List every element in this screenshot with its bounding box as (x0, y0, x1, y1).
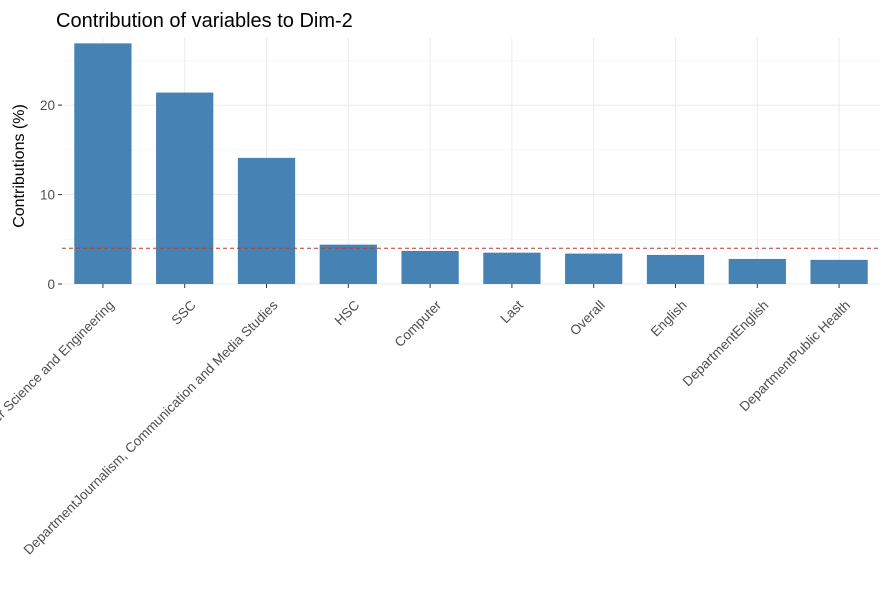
y-tick-label: 20 (40, 98, 55, 113)
x-tick-label: HSC (332, 297, 363, 328)
y-axis: 0 10 20 (40, 98, 62, 292)
bar (810, 259, 868, 284)
x-tick-label: Last (497, 297, 526, 326)
bars (74, 43, 868, 284)
x-tick-label: DepartmentEnglish (680, 298, 772, 390)
x-axis: DepartmentComputer Science and Engineeri… (0, 284, 853, 557)
bar (156, 92, 214, 284)
x-tick-label: Computer (392, 297, 445, 350)
chart-title: Contribution of variables to Dim-2 (56, 10, 353, 32)
x-tick-label: DepartmentJournalism, Communication and … (21, 297, 281, 557)
bar (565, 253, 623, 284)
bar (74, 43, 132, 284)
x-tick-label: SSC (169, 297, 199, 327)
bar (728, 258, 786, 284)
y-axis-label: Contributions (%) (11, 104, 28, 228)
bar (401, 250, 459, 284)
bar (319, 244, 377, 284)
bar (483, 252, 541, 284)
x-tick-label: English (648, 298, 690, 340)
bar (237, 157, 296, 284)
y-tick-label: 10 (40, 188, 55, 203)
x-tick-label: Overall (567, 298, 608, 339)
y-tick-label: 0 (47, 277, 55, 292)
bar (646, 254, 705, 284)
